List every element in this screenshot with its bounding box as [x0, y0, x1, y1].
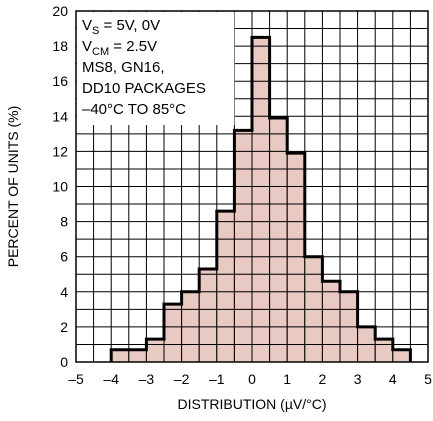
- annotation-line: DD10 PACKAGES: [82, 80, 206, 97]
- histogram-bars: [110, 37, 411, 363]
- annotation-line: MS8, GN16,: [82, 59, 165, 76]
- histogram-bar: [234, 130, 252, 362]
- x-axis-label: DISTRIBUTION (µV/°C): [178, 396, 327, 412]
- x-tick-label: 1: [283, 371, 291, 387]
- histogram-bar: [164, 304, 182, 362]
- x-tick-label: 3: [354, 371, 362, 387]
- x-tick-label: 0: [248, 371, 256, 387]
- y-tick-label: 18: [52, 38, 68, 54]
- annotation-line: –40°C TO 85°C: [82, 101, 186, 118]
- x-tick-label: –2: [174, 371, 190, 387]
- x-tick-label: 2: [319, 371, 327, 387]
- annotation-line: VS = 5V, 0V: [82, 17, 160, 37]
- x-tick-labels: –5 –4 –3 –2 –1 0 1 2 3 4 5: [68, 371, 432, 387]
- y-tick-label: 0: [60, 354, 68, 370]
- x-tick-label: –5: [68, 371, 84, 387]
- histogram-bar: [375, 339, 393, 362]
- y-tick-labels: 0 2 4 6 8 10 12 14 16 18 20: [52, 3, 68, 370]
- y-tick-label: 20: [52, 3, 68, 19]
- y-axis-label: PERCENT OF UNITS (%): [5, 106, 21, 268]
- x-tick-label: –3: [139, 371, 155, 387]
- histogram-bar: [322, 281, 340, 362]
- annotation-box: [77, 12, 235, 126]
- x-tick-label: 5: [424, 371, 432, 387]
- histogram-bar: [128, 349, 147, 362]
- y-tick-label: 2: [60, 319, 68, 335]
- histogram-bar: [111, 349, 129, 362]
- x-tick-label: –4: [103, 371, 119, 387]
- histogram-bar: [199, 268, 217, 362]
- y-tick-label: 6: [60, 249, 68, 265]
- y-tick-label: 4: [60, 284, 68, 300]
- plot-frame: [75, 10, 429, 363]
- y-tick-label: 10: [52, 179, 68, 195]
- x-tick-label: 4: [389, 371, 397, 387]
- histogram-bar: [269, 118, 288, 363]
- histogram-bar: [252, 37, 270, 362]
- y-tick-label: 14: [52, 108, 68, 124]
- y-tick-label: 16: [52, 73, 68, 89]
- x-tick-label: –1: [209, 371, 225, 387]
- annotation-line: VCM = 2.5V: [82, 38, 157, 58]
- histogram-outline: [109, 35, 412, 362]
- histogram-bar: [216, 211, 235, 362]
- histogram-bar: [392, 349, 411, 362]
- y-tick-label: 8: [60, 214, 68, 230]
- y-tick-label: 12: [52, 143, 68, 159]
- histogram-bar: [287, 153, 305, 362]
- histogram-bar: [146, 339, 164, 362]
